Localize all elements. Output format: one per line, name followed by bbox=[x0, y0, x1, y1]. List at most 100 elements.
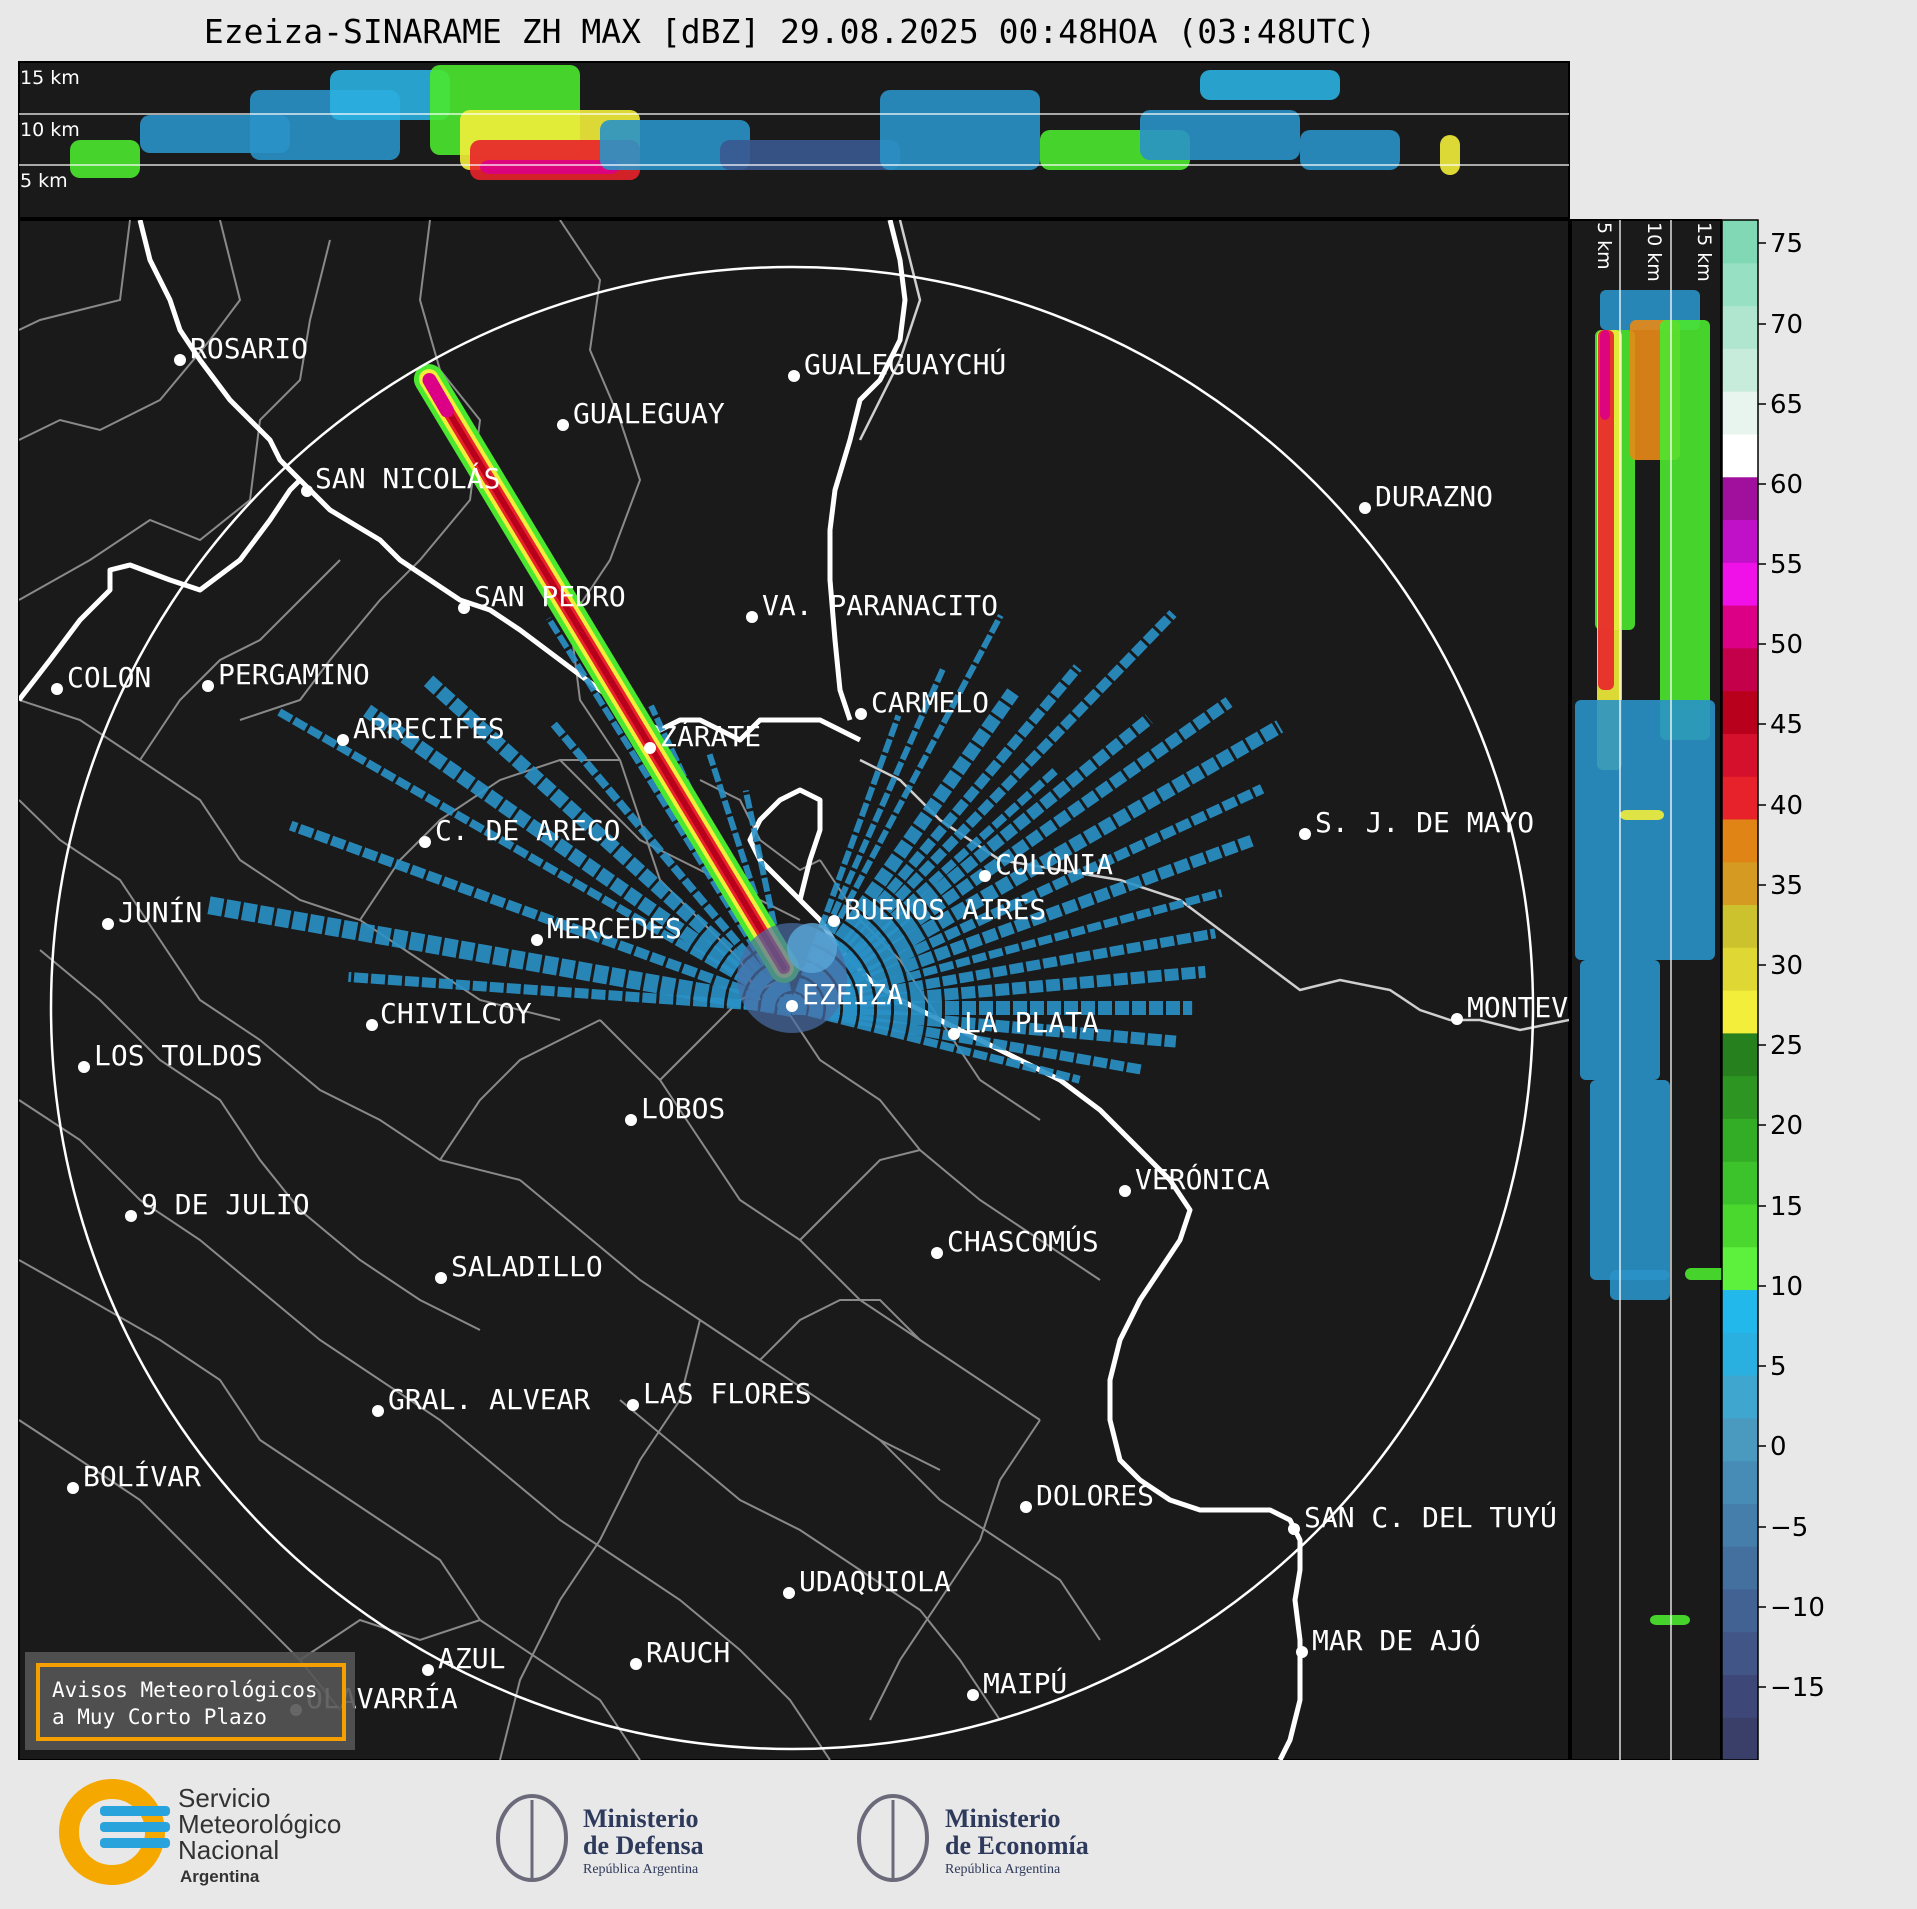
echo-ray bbox=[791, 1002, 1177, 1048]
city-marker bbox=[625, 1114, 637, 1126]
radar-figure: 15 km 10 km 5 km bbox=[18, 61, 1825, 1760]
city-label: 9 DE JULIO bbox=[141, 1188, 310, 1221]
colorbar-block bbox=[1722, 1246, 1758, 1291]
defensa-line1: Ministerio bbox=[583, 1804, 699, 1833]
warning-box[interactable]: Avisos Meteorológicos a Muy Corto Plazo bbox=[25, 1652, 355, 1750]
colorbar-tick-label: 55 bbox=[1770, 550, 1803, 580]
cross-section-echo bbox=[1590, 1080, 1670, 1280]
echo-ray bbox=[790, 889, 1223, 1012]
colorbar-block bbox=[1722, 220, 1758, 264]
economia-line1: Ministerio bbox=[945, 1804, 1061, 1833]
colorbar-tick-label: 45 bbox=[1770, 710, 1803, 740]
cross-section-echo bbox=[1660, 320, 1710, 740]
side-alt-label-10km: 10 km bbox=[1643, 222, 1665, 282]
smn-line4: Argentina bbox=[180, 1867, 260, 1886]
ministerio-defensa-logo[interactable]: Ministerio de Defensa República Argentin… bbox=[496, 1794, 704, 1882]
city-marker bbox=[1020, 1501, 1032, 1513]
city-marker bbox=[372, 1405, 384, 1417]
top-alt-label-15km: 15 km bbox=[20, 67, 80, 89]
city-label: LA PLATA bbox=[964, 1006, 1099, 1039]
colorbar-tick-label: 40 bbox=[1770, 791, 1803, 821]
colorbar-block bbox=[1722, 776, 1758, 820]
colorbar-tick-label: −5 bbox=[1770, 1513, 1808, 1543]
city-marker bbox=[67, 1482, 79, 1494]
city-label: MAR DE AJÓ bbox=[1312, 1623, 1481, 1657]
colorbar-block bbox=[1722, 1503, 1758, 1547]
city-label: C. DE ARECO bbox=[435, 814, 620, 847]
echo-ray bbox=[789, 835, 1254, 1014]
strong-echo-core bbox=[422, 373, 454, 418]
colorbar-block bbox=[1722, 1118, 1758, 1162]
colorbar-block bbox=[1722, 1032, 1758, 1077]
colorbar-tick-label: 30 bbox=[1770, 951, 1803, 981]
colorbar-block bbox=[1722, 861, 1758, 906]
city-label: ARRECIFES bbox=[353, 712, 505, 745]
radar-map-panel: ROSARIO GUALEGUAYCHÚ GUALEGUAY SAN NICOLÁS D… bbox=[18, 219, 1570, 1760]
colorbar-block bbox=[1722, 348, 1758, 392]
colorbar-block bbox=[1722, 433, 1758, 478]
cross-section-echo bbox=[330, 70, 450, 120]
city-marker bbox=[786, 1000, 798, 1012]
top-cross-section-panel: 15 km 10 km 5 km bbox=[18, 61, 1570, 219]
city-marker bbox=[855, 708, 867, 720]
echo-ray bbox=[788, 720, 1284, 1015]
colorbar-block bbox=[1722, 690, 1758, 734]
city-label: RAUCH bbox=[646, 1636, 730, 1669]
city-label: SAN C. DEL TUYÚ bbox=[1304, 1500, 1557, 1534]
cross-section-echo bbox=[1200, 70, 1340, 100]
defensa-line3: República Argentina bbox=[583, 1862, 699, 1877]
city-marker bbox=[627, 1399, 639, 1411]
smn-line1: Servicio bbox=[178, 1783, 270, 1813]
echo-ray bbox=[788, 697, 1233, 1013]
city-label: VERÓNICA bbox=[1135, 1162, 1270, 1196]
city-label: GUALEGUAYCHÚ bbox=[804, 347, 1006, 381]
colorbar-tick-label: −10 bbox=[1770, 1593, 1825, 1623]
city-label: LOBOS bbox=[641, 1092, 725, 1125]
colorbar-tick-label: 60 bbox=[1770, 470, 1803, 500]
city-label: AZUL bbox=[438, 1642, 505, 1675]
colorbar-block bbox=[1722, 947, 1758, 991]
cross-section-echo bbox=[1600, 330, 1610, 420]
city-marker bbox=[422, 1664, 434, 1676]
colorbar-block bbox=[1722, 519, 1758, 563]
cross-section-echo bbox=[1575, 700, 1715, 960]
city-label: BUENOS AIRES bbox=[844, 893, 1046, 926]
colorbar-tick-label: 75 bbox=[1770, 229, 1803, 259]
colorbar-block bbox=[1722, 733, 1758, 777]
colorbar-block bbox=[1722, 1075, 1758, 1119]
city-label: SAN PEDRO bbox=[474, 580, 626, 613]
city-marker bbox=[435, 1272, 447, 1284]
strong-echo-band bbox=[425, 376, 787, 971]
ministerio-economia-logo[interactable]: Ministerio de Economía República Argenti… bbox=[857, 1794, 1089, 1882]
colorbar-tick-label: 10 bbox=[1770, 1272, 1803, 1302]
city-label: CARMELO bbox=[871, 686, 989, 719]
city-label: COLON bbox=[67, 661, 151, 694]
colorbar-block bbox=[1722, 1417, 1758, 1462]
defensa-line2: de Defensa bbox=[583, 1831, 704, 1860]
echo-ray bbox=[276, 708, 795, 1012]
chart-title: Ezeiza-SINARAME ZH MAX [dBZ] 29.08.2025 … bbox=[203, 12, 1377, 51]
top-alt-label-5km: 5 km bbox=[20, 170, 68, 192]
colorbar-block bbox=[1722, 305, 1758, 349]
city-label: SAN NICOLÁS bbox=[315, 461, 500, 495]
city-label: DOLORES bbox=[1036, 1479, 1154, 1512]
coat-of-arms-icon bbox=[496, 1794, 568, 1882]
city-marker bbox=[1299, 828, 1311, 840]
colorbar-block bbox=[1722, 391, 1758, 435]
smn-logo[interactable]: Servicio Meteorológico Nacional Argentin… bbox=[59, 1779, 341, 1886]
colorbar-block bbox=[1722, 1161, 1758, 1205]
echo-ray bbox=[791, 928, 1217, 1013]
city-label: EZEIZA bbox=[802, 978, 903, 1011]
colorbar-block bbox=[1722, 990, 1758, 1034]
colorbar-block bbox=[1722, 562, 1758, 606]
city-label: ROSARIO bbox=[190, 332, 308, 365]
city-marker bbox=[783, 1587, 795, 1599]
colorbar-block bbox=[1722, 647, 1758, 692]
echo-ray bbox=[791, 1004, 1081, 1084]
city-marker bbox=[458, 602, 470, 614]
city-label: MONTEV bbox=[1467, 991, 1568, 1024]
city-marker bbox=[1359, 502, 1371, 514]
city-label: MAIPÚ bbox=[983, 1666, 1067, 1700]
city-marker bbox=[746, 611, 758, 623]
city-marker bbox=[51, 683, 63, 695]
